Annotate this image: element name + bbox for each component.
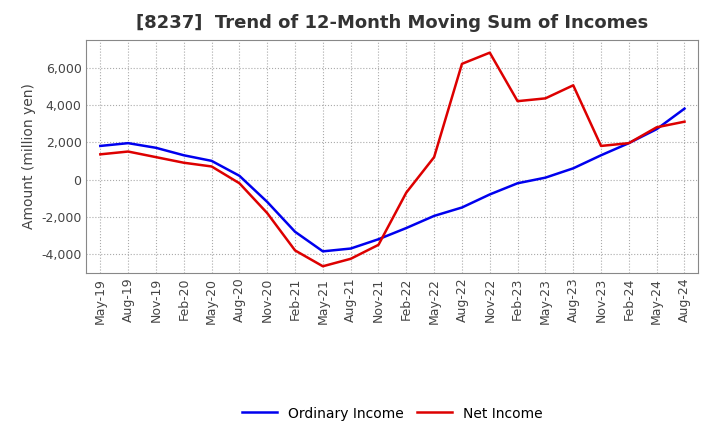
Net Income [513,99,522,104]
Ordinary Income [485,192,494,197]
Ordinary Income [374,237,383,242]
Net Income [346,256,355,261]
Title: [8237]  Trend of 12-Month Moving Sum of Incomes: [8237] Trend of 12-Month Moving Sum of I… [136,15,649,33]
Ordinary Income [513,180,522,186]
Net Income [430,154,438,160]
Ordinary Income [152,145,161,150]
Net Income [152,154,161,160]
Net Income [402,190,410,195]
Ordinary Income [597,153,606,158]
Net Income [124,149,132,154]
Ordinary Income [402,225,410,231]
Ordinary Income [124,140,132,146]
Ordinary Income [235,173,243,179]
Net Income [485,50,494,55]
Y-axis label: Amount (million yen): Amount (million yen) [22,83,35,229]
Net Income [96,152,104,157]
Ordinary Income [291,229,300,235]
Legend: Ordinary Income, Net Income: Ordinary Income, Net Income [236,401,549,426]
Ordinary Income [541,175,550,180]
Net Income [458,61,467,66]
Ordinary Income [318,249,327,254]
Net Income [374,242,383,247]
Ordinary Income [680,106,689,111]
Ordinary Income [346,246,355,251]
Net Income [680,119,689,125]
Net Income [624,140,633,146]
Net Income [569,83,577,88]
Net Income [652,125,661,130]
Net Income [318,264,327,269]
Ordinary Income [96,143,104,149]
Ordinary Income [430,213,438,219]
Net Income [179,160,188,165]
Line: Ordinary Income: Ordinary Income [100,109,685,251]
Ordinary Income [179,153,188,158]
Ordinary Income [207,158,216,164]
Net Income [207,164,216,169]
Net Income [291,248,300,253]
Ordinary Income [624,140,633,146]
Net Income [235,180,243,186]
Net Income [597,143,606,149]
Ordinary Income [652,127,661,132]
Ordinary Income [458,205,467,210]
Ordinary Income [569,166,577,171]
Net Income [263,210,271,216]
Ordinary Income [263,199,271,205]
Line: Net Income: Net Income [100,53,685,266]
Net Income [541,96,550,101]
